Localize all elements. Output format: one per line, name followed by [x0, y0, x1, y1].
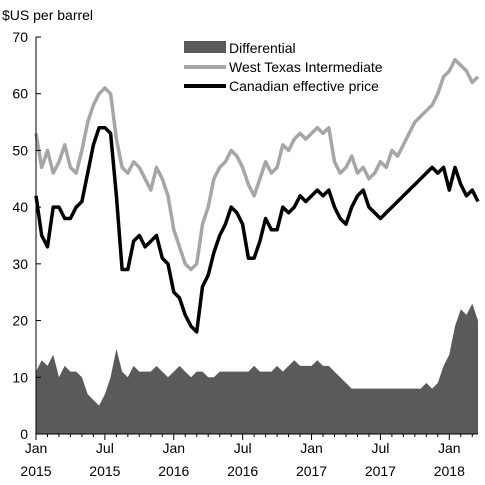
x-tick-label-year: 2016 [227, 463, 258, 479]
x-tick-label-month: Jul [234, 440, 252, 456]
legend: Differential West Texas Intermediate Canad… [184, 40, 383, 94]
y-tick-label: 20 [12, 313, 28, 329]
legend-label: West Texas Intermediate [229, 59, 383, 75]
y-axis-unit-label: $US per barrel [2, 7, 93, 23]
series-wti-line [34, 57, 480, 272]
legend-label: Differential [229, 40, 296, 56]
y-tick-label: 60 [12, 86, 28, 102]
x-tick-label-year: 2018 [434, 463, 465, 479]
y-tick-label: 70 [12, 29, 28, 45]
x-tick-label-year: 2015 [89, 463, 120, 479]
x-tick-label-year: 2017 [365, 463, 396, 479]
axes: 0 10 20 30 40 50 60 70 Jan 2015 Jul 2015 Jan 2016 Jul 2… [12, 29, 478, 479]
x-tick-label-month: Jul [371, 440, 389, 456]
legend-swatch-differential [184, 41, 226, 53]
price-lines-layer [34, 57, 480, 334]
x-tick-label-year: 2017 [296, 463, 327, 479]
series-canadian-price-line [34, 125, 480, 334]
x-tick-label-month: Jan [438, 440, 461, 456]
legend-label: Canadian effective price [229, 78, 379, 94]
x-tick-label-year: 2015 [20, 463, 51, 479]
y-tick-label: 40 [12, 199, 28, 215]
y-tick-label: 50 [12, 142, 28, 158]
x-tick-label-month: Jul [96, 440, 114, 456]
differential-area-layer [36, 303, 478, 434]
y-tick-label: 0 [20, 426, 28, 442]
y-tick-label: 30 [12, 256, 28, 272]
x-tick-label-month: Jan [300, 440, 323, 456]
x-tick-label-month: Jan [25, 440, 48, 456]
y-tick-label: 10 [12, 369, 28, 385]
series-differential-area [36, 303, 478, 434]
x-tick-label-year: 2016 [158, 463, 189, 479]
x-tick-label-month: Jan [162, 440, 185, 456]
